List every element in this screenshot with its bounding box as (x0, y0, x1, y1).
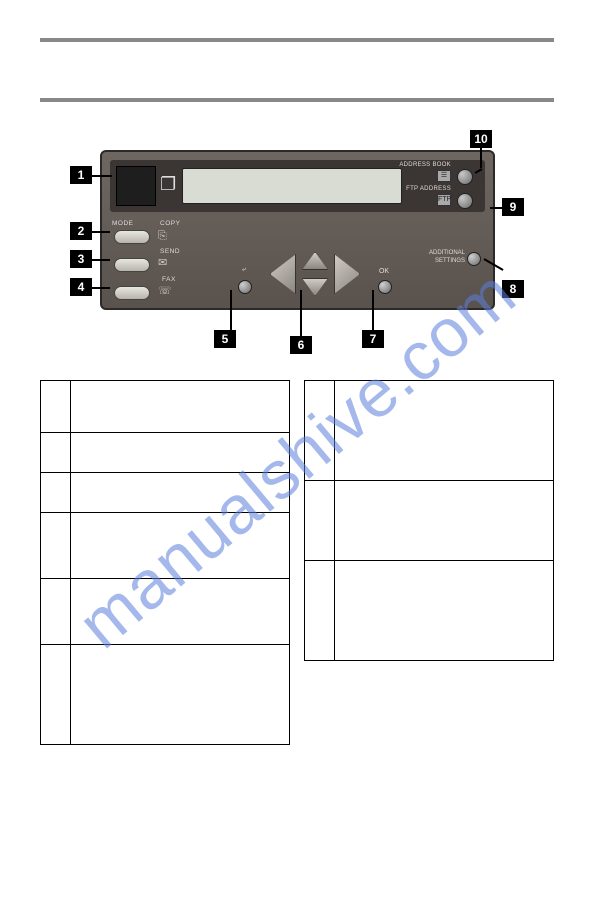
copy-mode-button[interactable] (114, 230, 150, 244)
legend-num-cell (41, 381, 71, 433)
legend-num-cell (305, 381, 335, 481)
legend-desc-cell (71, 433, 290, 473)
top-rule-1 (40, 38, 554, 42)
lcd-display (182, 168, 402, 204)
ftp-address-label: FTP ADDRESS (406, 186, 451, 192)
lead-5 (230, 290, 232, 330)
mode-section-label: MODE (112, 220, 134, 227)
nav-up-button[interactable] (302, 252, 328, 270)
send-label: SEND (160, 248, 180, 255)
callout-9: 9 (502, 198, 524, 216)
legend-desc-cell (71, 381, 290, 433)
legend-desc-cell (335, 561, 554, 661)
lead-1 (92, 175, 112, 177)
back-button[interactable] (238, 280, 252, 294)
callout-8: 8 (502, 280, 524, 298)
callout-2: 2 (70, 222, 92, 240)
send-mode-button[interactable] (114, 258, 150, 272)
callout-3: 3 (70, 250, 92, 268)
fax-icon: ☏ (158, 284, 172, 297)
ftp-address-button[interactable] (457, 193, 473, 209)
send-icon: ✉ (158, 256, 167, 269)
legend-num-cell (41, 579, 71, 645)
lead-7 (372, 290, 374, 330)
panel-body: ❐ ADDRESS BOOK ☰ FTP ADDRESS FTP MODE CO… (100, 150, 495, 310)
control-panel-figure: ❐ ADDRESS BOOK ☰ FTP ADDRESS FTP MODE CO… (70, 130, 524, 355)
back-label: ⤶ (234, 266, 254, 274)
lead-3 (92, 259, 110, 261)
legend-desc-cell (71, 473, 290, 513)
legend-desc-cell (71, 579, 290, 645)
legend-desc-cell (71, 645, 290, 745)
top-rule-2 (40, 98, 554, 102)
copy-mode-icon: ❐ (160, 174, 176, 195)
additional-settings-label-1: ADDITIONAL (405, 250, 465, 256)
callout-7: 7 (362, 330, 384, 348)
lead-10a (480, 148, 482, 168)
legend-num-cell (41, 645, 71, 745)
legend-desc-cell (335, 481, 554, 561)
nav-right-button[interactable] (334, 254, 360, 294)
legend-num-cell (305, 481, 335, 561)
fax-label: FAX (162, 276, 176, 283)
additional-settings-label-2: SETTINGS (405, 258, 465, 264)
legend-table-right (304, 380, 554, 661)
legend-num-cell (41, 433, 71, 473)
additional-settings-button[interactable] (467, 252, 481, 266)
nav-down-button[interactable] (302, 278, 328, 296)
lead-4 (92, 287, 110, 289)
address-book-icon: ☰ (437, 170, 451, 182)
callout-5: 5 (214, 330, 236, 348)
mode-indicator-display (116, 166, 156, 206)
legend-table-left (40, 380, 290, 745)
fax-mode-button[interactable] (114, 286, 150, 300)
ok-button[interactable] (378, 280, 392, 294)
lead-2 (92, 231, 110, 233)
callout-10: 10 (470, 130, 492, 148)
address-book-label: ADDRESS BOOK (399, 162, 451, 168)
callout-1: 1 (70, 166, 92, 184)
lead-6 (300, 290, 302, 336)
legend-desc-cell (71, 513, 290, 579)
copy-icon: ⎘ (158, 230, 167, 243)
legend-num-cell (41, 473, 71, 513)
ok-label: OK (374, 268, 394, 275)
address-book-button[interactable] (457, 169, 473, 185)
nav-cluster (270, 252, 360, 296)
nav-left-button[interactable] (270, 254, 296, 294)
legend-num-cell (305, 561, 335, 661)
callout-6: 6 (290, 336, 312, 354)
legend-desc-cell (335, 381, 554, 481)
panel-top-strip: ❐ ADDRESS BOOK ☰ FTP ADDRESS FTP (110, 160, 485, 212)
copy-label: COPY (160, 220, 180, 227)
legend-num-cell (41, 513, 71, 579)
callout-4: 4 (70, 278, 92, 296)
ftp-address-icon: FTP (437, 194, 451, 206)
